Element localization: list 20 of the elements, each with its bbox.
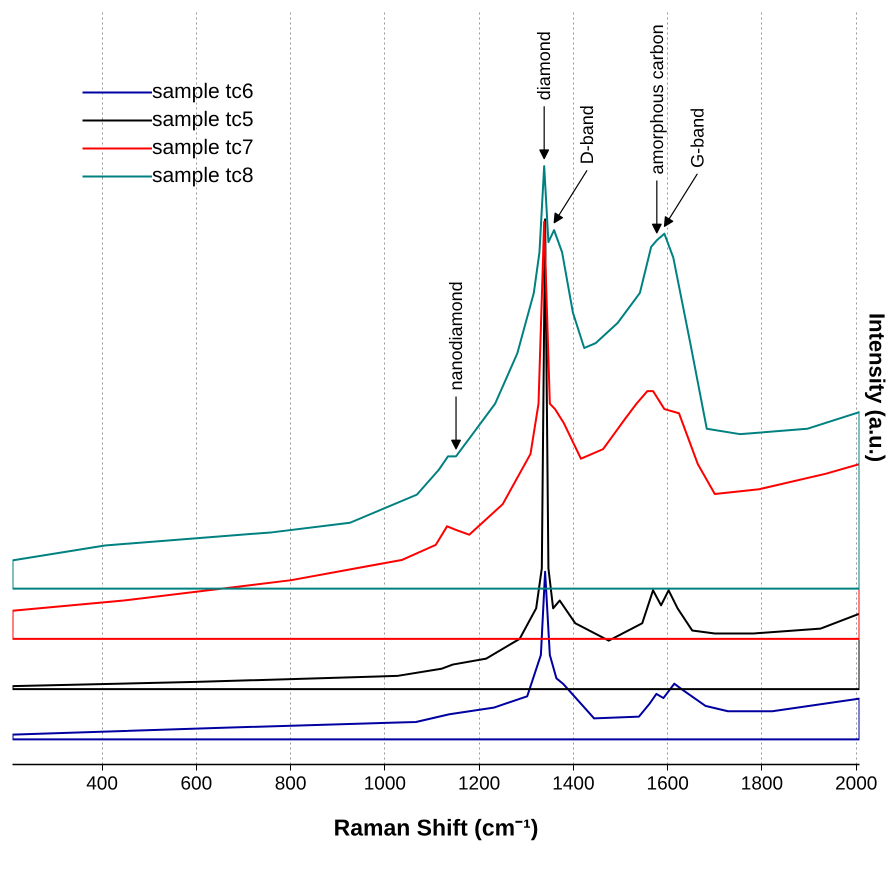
- x-tick-label: 400: [86, 774, 118, 794]
- x-tick-label: 600: [180, 774, 212, 794]
- x-tick-label: 1400: [552, 774, 595, 794]
- x-tick-label: 1200: [458, 774, 500, 794]
- x-tick-label: 2000: [835, 774, 878, 794]
- annotation: G-band: [687, 108, 708, 168]
- legend-label: sample tc6: [152, 80, 254, 104]
- x-tick-label: 1000: [364, 774, 406, 794]
- annotation: amorphous carbon: [646, 24, 667, 174]
- annotation: nanodiamond: [446, 281, 466, 390]
- x-tick-label: 1800: [740, 774, 784, 794]
- legend-label: sample tc7: [152, 136, 254, 160]
- x-tick-label: 1600: [646, 774, 689, 794]
- y-axis-title: Intensity (a.u.): [864, 312, 890, 462]
- x-tick-label: 800: [274, 774, 306, 794]
- x-axis-title: Raman Shift (cm⁻¹): [334, 814, 538, 840]
- legend-label: sample tc5: [152, 108, 254, 132]
- legend-label: sample tc8: [152, 164, 254, 188]
- annotation: D-band: [577, 105, 598, 164]
- annotation: diamond: [534, 31, 554, 100]
